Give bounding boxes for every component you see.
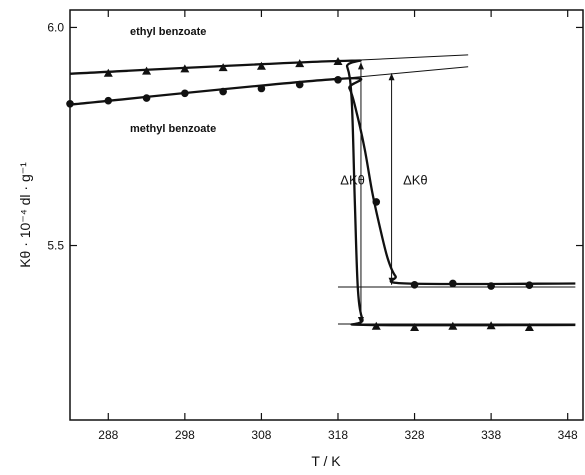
triangle-point	[371, 321, 381, 330]
circle-point	[181, 89, 189, 98]
circle-point	[219, 87, 227, 96]
triangle-point	[180, 64, 190, 73]
circle-point	[410, 280, 419, 289]
triangle-point	[142, 66, 152, 75]
data-markers	[66, 56, 534, 332]
circle-point	[449, 279, 457, 288]
circle-point	[104, 96, 113, 105]
methyl-benzoate-label: methyl benzoate	[130, 123, 216, 135]
triangle-point	[486, 321, 496, 330]
x-tick-label: 348	[558, 428, 578, 442]
series-curve-ethyl	[69, 59, 576, 327]
y-tick-label: 6.0	[47, 20, 64, 34]
triangle-point	[218, 63, 228, 72]
x-tick-label: 298	[175, 428, 195, 442]
circle-point	[487, 282, 495, 290]
annotations: ΔKθ ΔKθ	[340, 172, 427, 187]
y-axis-ticks: 5.5 6.0	[47, 20, 583, 253]
delta-k-theta-label: ΔKθ	[340, 172, 365, 187]
delta-arrows	[357, 62, 395, 325]
triangle-point	[448, 321, 458, 330]
triangle-point	[524, 323, 534, 332]
plot-frame	[69, 9, 584, 421]
series-curve-methyl	[69, 77, 576, 286]
ethyl-benzoate-label: ethyl benzoate	[130, 26, 206, 38]
circle-point	[334, 75, 342, 84]
circle-point	[257, 84, 266, 93]
delta-k-theta-label: ΔKθ	[403, 172, 428, 187]
circle-point	[295, 80, 304, 89]
triangle-point	[410, 323, 420, 332]
x-axis-ticks: 288 298 308 318 328 338 348	[98, 10, 578, 442]
y-axis-label: Kθ · 10⁻⁴ dl · g⁻¹	[17, 162, 33, 268]
y-tick-label: 5.5	[47, 239, 64, 253]
series-labels: ethyl benzoate methyl benzoate	[130, 26, 216, 135]
triangle-point	[333, 56, 343, 65]
x-axis-label: T / K	[311, 453, 341, 469]
circle-point	[66, 99, 74, 108]
triangle-point	[295, 59, 305, 68]
x-tick-label: 328	[405, 428, 425, 442]
circle-point	[525, 281, 534, 290]
arrow-head-up	[388, 73, 395, 81]
x-tick-label: 288	[98, 428, 118, 442]
x-tick-label: 308	[251, 428, 271, 442]
circle-point	[372, 198, 381, 206]
triangle-point	[256, 61, 266, 70]
x-tick-label: 318	[328, 428, 348, 442]
triangle-point	[103, 68, 113, 77]
circle-point	[142, 94, 151, 102]
extrapolation-line	[337, 66, 469, 80]
x-tick-label: 338	[481, 428, 501, 442]
arrow-head-up	[357, 62, 364, 70]
